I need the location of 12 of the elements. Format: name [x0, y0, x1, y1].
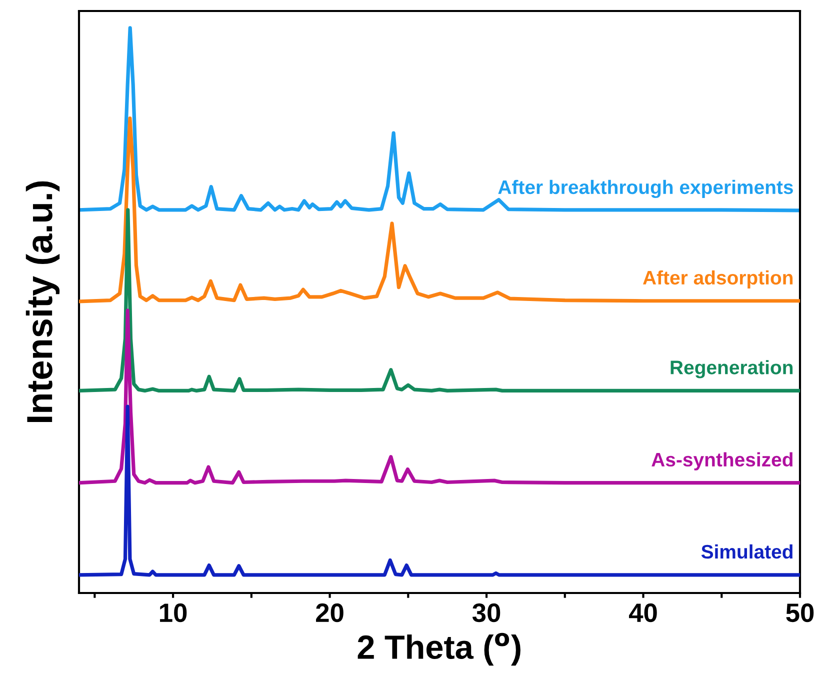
series-label: As-synthesized: [652, 452, 792, 470]
x-tick-label: 30: [472, 603, 500, 622]
series-label: After breakthrough experiments: [498, 180, 793, 198]
series-label: Simulated: [701, 544, 792, 559]
series-label: Regeneration: [670, 360, 793, 378]
x-tick-label: 10: [160, 603, 187, 622]
x-tick-label: 40: [628, 603, 657, 622]
y-axis-title: Intensity (a.u.): [26, 181, 60, 422]
x-tick-label: 20: [316, 603, 344, 622]
x-tick-label: 50: [786, 603, 814, 622]
x-axis-title: 2 Theta ($^{o}$): [358, 632, 520, 666]
series-label: After adsorption: [642, 270, 793, 288]
